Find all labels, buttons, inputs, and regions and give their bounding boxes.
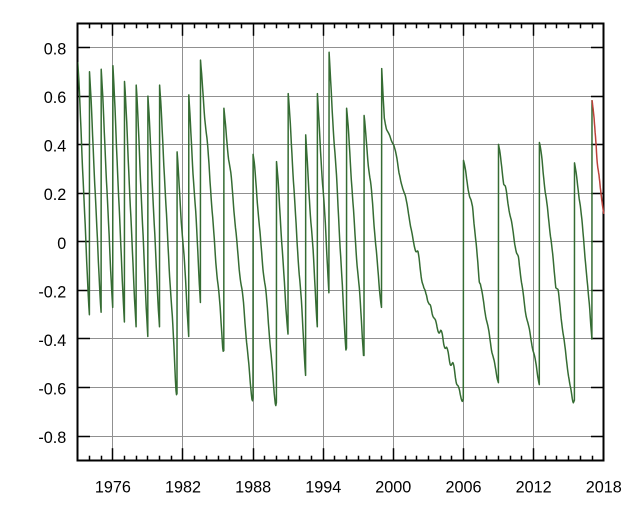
svg-text:0.2: 0.2 — [44, 186, 67, 204]
svg-text:2000: 2000 — [375, 479, 411, 497]
svg-text:2006: 2006 — [445, 479, 481, 497]
svg-text:1994: 1994 — [305, 479, 341, 497]
svg-text:-0.4: -0.4 — [38, 332, 66, 350]
svg-text:1982: 1982 — [165, 479, 201, 497]
svg-text:0: 0 — [57, 235, 66, 253]
svg-text:1976: 1976 — [95, 479, 131, 497]
svg-text:-0.8: -0.8 — [38, 429, 66, 447]
svg-text:1988: 1988 — [235, 479, 271, 497]
svg-text:-0.2: -0.2 — [38, 283, 66, 301]
svg-text:0.8: 0.8 — [44, 41, 67, 59]
svg-text:0.6: 0.6 — [44, 89, 67, 107]
svg-text:2018: 2018 — [586, 479, 622, 497]
svg-text:2012: 2012 — [516, 479, 552, 497]
svg-text:-0.6: -0.6 — [38, 381, 66, 399]
svg-text:0.4: 0.4 — [44, 138, 67, 156]
